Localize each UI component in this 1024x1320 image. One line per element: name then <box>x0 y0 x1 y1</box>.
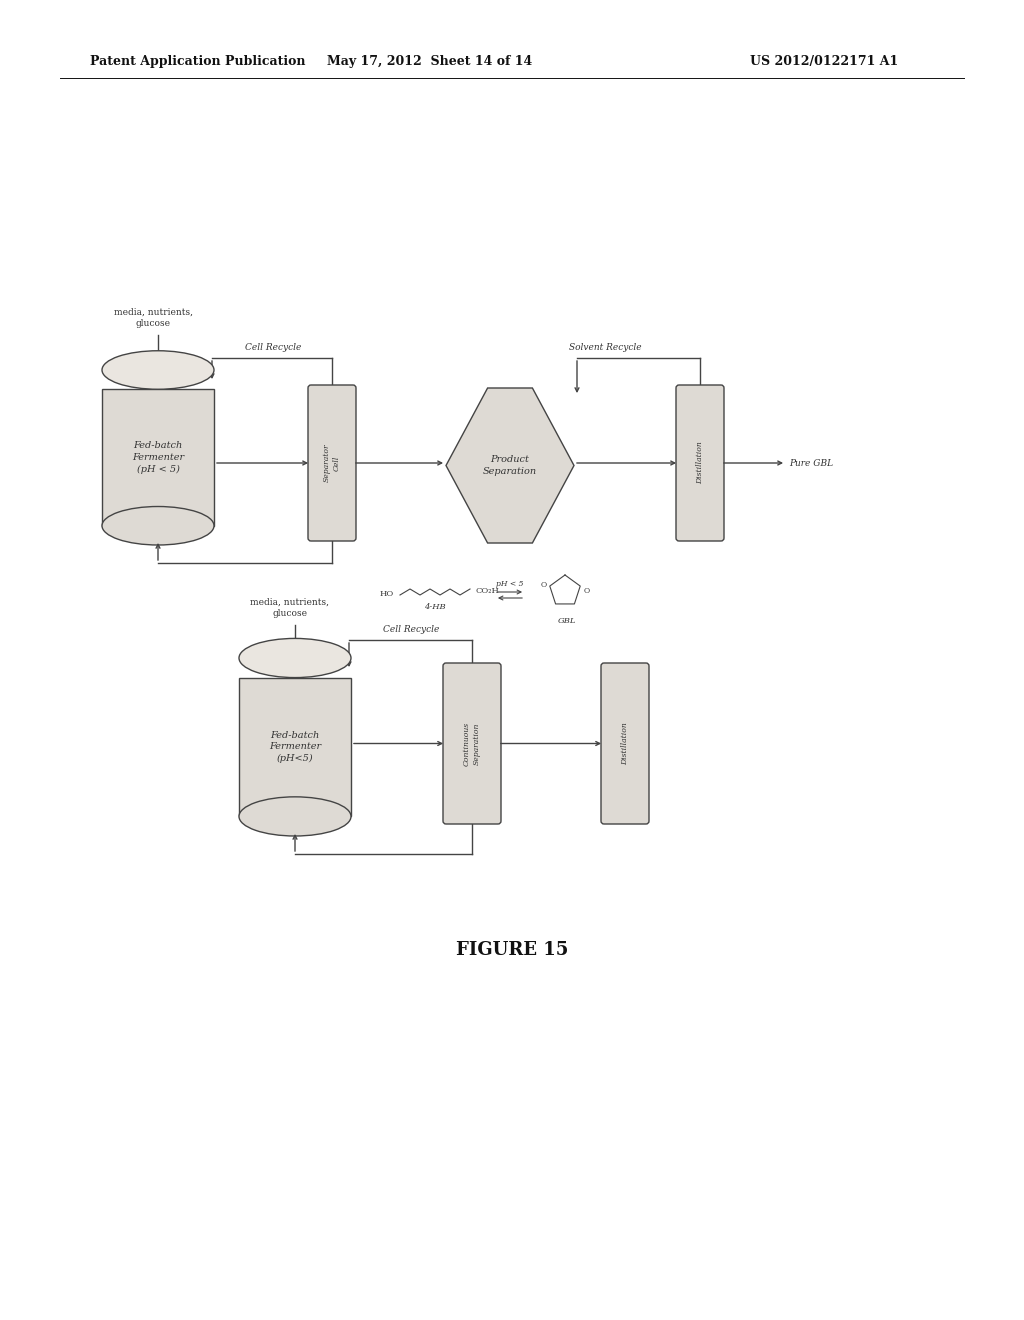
Text: Pure GBL: Pure GBL <box>790 458 834 467</box>
Text: Cell Recycle: Cell Recycle <box>383 626 439 635</box>
Ellipse shape <box>239 797 351 836</box>
Text: Fed-batch
Fermenter
(pH < 5): Fed-batch Fermenter (pH < 5) <box>132 441 184 474</box>
Text: Continuous
Separation: Continuous Separation <box>463 722 481 766</box>
FancyBboxPatch shape <box>443 663 501 824</box>
Text: US 2012/0122171 A1: US 2012/0122171 A1 <box>750 55 898 69</box>
Text: May 17, 2012  Sheet 14 of 14: May 17, 2012 Sheet 14 of 14 <box>328 55 532 69</box>
Text: Distillation: Distillation <box>621 722 629 764</box>
Text: Fed-batch
Fermenter
(pH<5): Fed-batch Fermenter (pH<5) <box>269 730 322 763</box>
Text: 4-HB: 4-HB <box>424 603 445 611</box>
Text: O: O <box>541 581 547 589</box>
Text: GBL: GBL <box>558 616 577 624</box>
Text: Distillation: Distillation <box>696 442 705 484</box>
FancyBboxPatch shape <box>308 385 356 541</box>
Text: Cell Recycle: Cell Recycle <box>245 343 301 352</box>
Text: FIGURE 15: FIGURE 15 <box>456 941 568 960</box>
Bar <box>102 389 214 525</box>
Text: HO: HO <box>380 590 394 598</box>
Text: CO₂H: CO₂H <box>475 587 499 595</box>
Text: media, nutrients,
glucose: media, nutrients, glucose <box>114 308 193 329</box>
Text: media, nutrients,
glucose: media, nutrients, glucose <box>251 598 330 618</box>
Text: Separator
Cell: Separator Cell <box>324 444 341 482</box>
Ellipse shape <box>239 639 351 677</box>
Ellipse shape <box>102 351 214 389</box>
Text: O: O <box>584 587 590 595</box>
Text: Product
Separation: Product Separation <box>483 455 537 475</box>
Polygon shape <box>446 388 574 543</box>
FancyBboxPatch shape <box>676 385 724 541</box>
Text: Solvent Recycle: Solvent Recycle <box>568 343 641 352</box>
Ellipse shape <box>102 507 214 545</box>
FancyBboxPatch shape <box>601 663 649 824</box>
Text: Patent Application Publication: Patent Application Publication <box>90 55 305 69</box>
Bar <box>239 677 351 816</box>
Text: pH < 5: pH < 5 <box>497 579 523 587</box>
